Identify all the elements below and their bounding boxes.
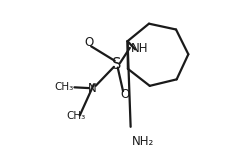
Text: S: S [112,57,121,72]
Text: NH₂: NH₂ [132,135,154,148]
Text: NH: NH [131,42,148,55]
Text: O: O [120,88,129,101]
Text: CH₃: CH₃ [54,82,74,92]
Text: O: O [84,36,94,49]
Text: N: N [88,82,97,95]
Text: CH₃: CH₃ [66,112,86,121]
